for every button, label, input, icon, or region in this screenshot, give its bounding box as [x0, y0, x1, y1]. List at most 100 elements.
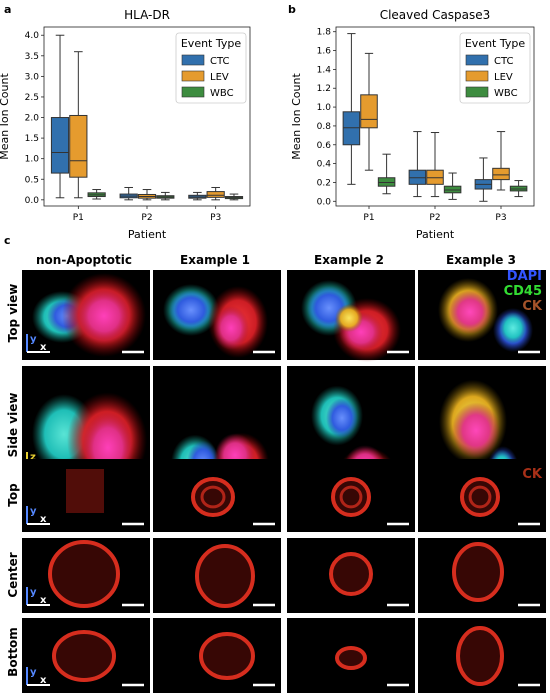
legend-cd45: CD45 — [504, 284, 542, 299]
chart-0-box-ctc-p2 — [119, 186, 138, 201]
chart-0-x-axis-label: Patient — [128, 228, 167, 240]
tile-top-non-apoptotic: yx — [22, 459, 150, 532]
chart-1-legend-swatch-lev — [465, 70, 489, 82]
chart-0-box-lev-p3-iqr — [206, 191, 225, 198]
tile-center-non-apoptotic: yx — [22, 538, 150, 613]
ck-ring — [452, 542, 504, 602]
row-label-center: Center — [6, 552, 20, 597]
column-header-example-2: Example 2 — [314, 253, 384, 267]
chart-1-y-tick-label-2: 0.4 — [317, 160, 332, 170]
chart-0-y-tick-label-2: 1.0 — [25, 155, 40, 165]
chart-1-y-tick-label-1: 0.2 — [317, 178, 331, 188]
tile-center-example-3 — [418, 538, 546, 613]
tile-top-example-2 — [287, 459, 415, 532]
chart-0-legend-swatch-wbc — [181, 86, 205, 98]
ck-inner-ring — [200, 485, 226, 509]
image-tiles: yxzxyxyxyx — [22, 270, 546, 693]
chart-1-y-tick-label-6: 1.2 — [317, 84, 331, 94]
chart-1-y-tick-label-9: 1.8 — [317, 28, 332, 38]
cell-blob — [326, 398, 358, 439]
chart-0-legend-frame — [175, 32, 247, 104]
ck-ring — [52, 630, 116, 682]
cell-blob — [76, 288, 132, 344]
y-axis-letter: y — [30, 334, 37, 345]
tile-center-example-2 — [287, 538, 415, 613]
chart-1-legend-swatch-ctc — [465, 54, 489, 66]
chart-0-legend-swatch-lev — [181, 70, 205, 82]
tile-bottom-example-1 — [153, 618, 281, 693]
chart-1-legend-frame — [459, 32, 531, 104]
chart-0-box-ctc-p1-iqr — [50, 117, 70, 174]
ck-inner-ring — [468, 485, 492, 509]
chart-1-legend-swatch-wbc — [465, 86, 489, 98]
cell-blob — [169, 290, 213, 330]
row-label-side-view: Side view — [6, 393, 20, 458]
ck-signal — [66, 469, 104, 513]
chart-1-legend-label-wbc: WBC — [494, 88, 518, 99]
chart-0-legend: Event Type CTC LEV WBC — [175, 32, 247, 104]
chart-1-box-ctc-p1 — [342, 33, 361, 185]
chart-0-title: HLA-DR — [124, 8, 170, 22]
chart-1-y-tick-label-4: 0.8 — [317, 122, 332, 132]
chart-1-box-lev-p2 — [426, 132, 444, 198]
chart-0-box-wbc-p2 — [156, 191, 175, 201]
chart-0-y-tick-label-6: 3.0 — [25, 72, 40, 82]
chart-1-x-tick-label-p1: P1 — [363, 213, 374, 223]
column-header-example-3: Example 3 — [446, 253, 516, 267]
tile-top-example-3 — [418, 459, 546, 532]
chart-0-legend-swatch-ctc — [181, 54, 205, 66]
chart-1-box-wbc-p1 — [377, 153, 396, 195]
chart-1-box-lev-p3-iqr — [492, 167, 510, 181]
chart-0-box-lev-p1 — [69, 51, 88, 199]
chart-1-x-axis-label: Patient — [416, 228, 455, 240]
chart-1-legend-label-ctc: CTC — [494, 56, 514, 67]
legend-ck-single: CK — [522, 467, 543, 482]
x-axis-letter: x — [40, 595, 47, 606]
chart-0-box-lev-p2 — [137, 189, 157, 201]
column-header-non-apoptotic: non-Apoptotic — [36, 253, 132, 267]
chart-1-x-tick-label-p2: P2 — [429, 213, 440, 223]
chart-0-y-tick-label-0: 0.0 — [25, 196, 40, 206]
chart-0-box-ctc-p1 — [50, 34, 70, 199]
ck-ring — [335, 646, 367, 670]
chart-0-box-wbc-p1 — [87, 189, 106, 200]
tile-center-example-1 — [153, 538, 281, 613]
cell-blob — [335, 304, 363, 332]
column-header-example-1: Example 1 — [180, 253, 250, 267]
chart-0-legend-title: Event Type — [181, 37, 242, 50]
chart-0-box-ctc-p3 — [188, 191, 207, 201]
chart-1-y-tick-label-3: 0.6 — [317, 141, 332, 151]
tile-top-view-example-2 — [287, 270, 415, 362]
ck-ring — [191, 477, 235, 517]
cell-blob — [448, 290, 492, 334]
chart-0-legend-label-ctc: CTC — [210, 56, 230, 67]
chart-0-x-tick-label-p2: P2 — [141, 213, 152, 223]
box-plot-figures: a b HLA-DR 0.0 0.5 1.0 1.5 2.0 2.5 3.0 3.5 4.0 Mea… — [0, 3, 535, 240]
chart-0-legend-label-lev: LEV — [210, 72, 229, 83]
chart-0-x-tick-label-p1: P1 — [73, 213, 84, 223]
row-label-top: Top — [6, 483, 20, 507]
chart-0-y-tick-label-5: 2.5 — [25, 93, 39, 103]
ck-ring — [456, 626, 504, 686]
chart-0-box-lev-p3 — [206, 186, 225, 201]
tile-bottom-example-3 — [418, 618, 546, 693]
chart-1-box-ctc-p2 — [408, 131, 427, 198]
chart-1-box-wbc-p3 — [509, 180, 528, 198]
row-label-bottom: Bottom — [6, 627, 20, 677]
chart-1-box-ctc-p3 — [474, 157, 493, 202]
tile-top-view-example-1 — [153, 270, 281, 360]
chart-0-x-tick-label-p3: P3 — [210, 213, 221, 223]
chart-1-legend-label-lev: LEV — [494, 72, 513, 83]
x-axis-letter: x — [40, 342, 47, 353]
chart-1-y-axis-label: Mean Ion Count — [290, 73, 303, 160]
panel-letter-c: c — [4, 234, 11, 247]
legend-ck: CK — [522, 299, 543, 314]
chart-1-y-tick-label-5: 1.0 — [317, 103, 332, 113]
cell-blob — [452, 402, 500, 459]
chart-0-y-tick-label-4: 2.0 — [25, 114, 40, 124]
y-axis-letter: y — [30, 667, 37, 678]
panel-letter-b: b — [288, 3, 296, 16]
hla-dr-box-plot: HLA-DR 0.0 0.5 1.0 1.5 2.0 2.5 3.0 3.5 4.0 Mean Io… — [0, 8, 251, 240]
chart-0-y-tick-label-7: 3.5 — [25, 52, 39, 62]
channel-legend: DAPI CD45 CK CK — [504, 269, 543, 482]
